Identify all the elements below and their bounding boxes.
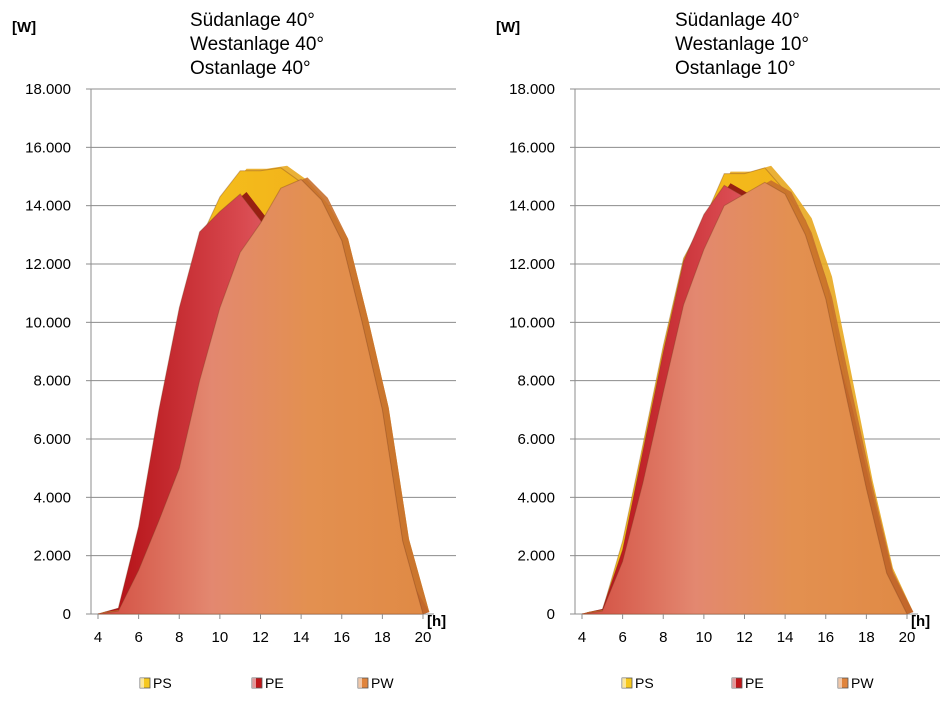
chart-title-line: Südanlage 40° — [675, 10, 800, 31]
y-tick-label: 10.000 — [25, 314, 71, 331]
legend-label: PS — [153, 675, 172, 691]
legend-item-pw: PW — [357, 675, 394, 691]
y-axis-label: [W] — [12, 19, 36, 36]
y-tick-label: 0 — [547, 606, 555, 623]
legend-item-ps: PS — [139, 675, 172, 691]
y-tick-label: 8.000 — [33, 373, 71, 390]
y-tick-label: 0 — [63, 606, 71, 623]
x-tick-label: 14 — [293, 629, 310, 646]
y-axis-label: [W] — [496, 19, 520, 36]
legend-item-ps: PS — [621, 675, 654, 691]
chart-title-line: Südanlage 40° — [190, 10, 315, 31]
y-tick-label: 14.000 — [509, 198, 555, 215]
x-tick-label: 16 — [333, 629, 350, 646]
y-tick-label: 18.000 — [509, 81, 555, 98]
y-tick-label: 2.000 — [33, 548, 71, 565]
legend-swatch-shade — [622, 678, 626, 688]
y-tick-label: 16.000 — [25, 139, 71, 156]
legend-label: PW — [371, 675, 394, 691]
legend-swatch-shade — [358, 678, 362, 688]
y-tick-label: 6.000 — [517, 431, 555, 448]
chart-title-line: Westanlage 40° — [190, 34, 324, 55]
x-tick-label: 12 — [252, 629, 269, 646]
x-tick-label: 12 — [736, 629, 753, 646]
y-tick-label: 10.000 — [509, 314, 555, 331]
legend-item-pe: PE — [251, 675, 284, 691]
x-tick-label: 6 — [134, 629, 142, 646]
x-tick-label: 8 — [659, 629, 667, 646]
x-tick-label: 20 — [899, 629, 916, 646]
legend-swatch-shade — [732, 678, 736, 688]
x-tick-label: 16 — [817, 629, 834, 646]
chart-title-line: Ostanlage 40° — [190, 58, 311, 79]
x-tick-label: 20 — [415, 629, 432, 646]
x-tick-label: 14 — [777, 629, 794, 646]
y-tick-label: 12.000 — [509, 256, 555, 273]
y-tick-label: 6.000 — [33, 431, 71, 448]
x-tick-label: 4 — [578, 629, 586, 646]
y-tick-label: 12.000 — [25, 256, 71, 273]
chart-2: 0 2.000 4.000 6.000 8.000 10.000 12.000 14.000 1… — [496, 10, 940, 691]
x-tick-label: 18 — [858, 629, 875, 646]
y-tick-label: 16.000 — [509, 139, 555, 156]
legend-item-pe: PE — [731, 675, 764, 691]
y-tick-label: 2.000 — [517, 548, 555, 565]
chart-title-line: Ostanlage 10° — [675, 58, 796, 79]
legend-label: PW — [851, 675, 874, 691]
legend-swatch-shade — [140, 678, 144, 688]
x-axis-label: [h] — [911, 613, 930, 630]
x-tick-label: 18 — [374, 629, 391, 646]
y-tick-label: 8.000 — [517, 373, 555, 390]
x-tick-label: 6 — [618, 629, 626, 646]
chart-1: 0 2.000 4.000 6.000 8.000 10.000 12.000 14.000 1… — [12, 10, 456, 691]
x-tick-label: 4 — [94, 629, 102, 646]
x-tick-label: 10 — [696, 629, 713, 646]
legend-swatch-shade — [838, 678, 842, 688]
x-axis-label: [h] — [427, 613, 446, 630]
legend-label: PE — [265, 675, 284, 691]
legend-item-pw: PW — [837, 675, 874, 691]
chart-title-line: Westanlage 10° — [675, 34, 809, 55]
y-tick-label: 14.000 — [25, 198, 71, 215]
y-tick-label: 4.000 — [33, 489, 71, 506]
x-tick-label: 10 — [212, 629, 229, 646]
y-tick-label: 4.000 — [517, 489, 555, 506]
legend-label: PS — [635, 675, 654, 691]
series-pw-area — [581, 181, 908, 615]
series-pw-area — [97, 178, 424, 615]
y-tick-label: 18.000 — [25, 81, 71, 98]
legend-swatch-shade — [252, 678, 256, 688]
x-tick-label: 8 — [175, 629, 183, 646]
legend-label: PE — [745, 675, 764, 691]
